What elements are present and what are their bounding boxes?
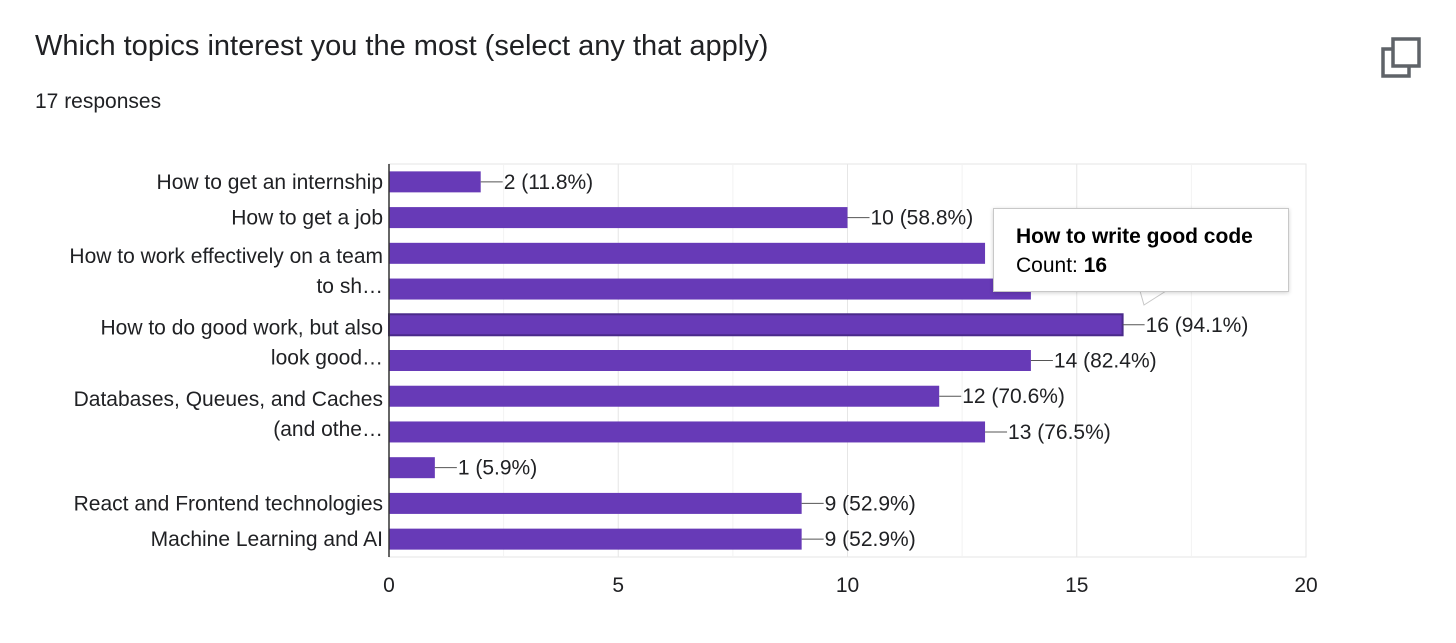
x-tick-label: 10 xyxy=(836,574,859,597)
bar xyxy=(389,171,481,193)
bar xyxy=(389,492,802,514)
x-tick-label: 5 xyxy=(612,574,624,597)
category-label: (and othe… xyxy=(273,418,383,441)
category-label: look good… xyxy=(271,347,383,370)
category-label: Machine Learning and AI xyxy=(151,528,383,551)
x-tick-label: 15 xyxy=(1065,574,1088,597)
category-label: to sh… xyxy=(316,275,383,298)
data-label: 9 (52.9%) xyxy=(825,492,916,515)
copy-icon[interactable] xyxy=(1380,36,1424,80)
data-label: 13 (76.5%) xyxy=(1008,421,1111,444)
bar xyxy=(389,207,848,229)
bar xyxy=(389,385,940,407)
tooltip-count-value: 16 xyxy=(1083,254,1108,277)
data-label: 9 (52.9%) xyxy=(825,528,916,551)
bar xyxy=(389,278,1031,300)
data-label: 1 (5.9%) xyxy=(458,457,537,480)
category-label: How to do good work, but also xyxy=(101,317,384,340)
bar xyxy=(389,457,435,479)
tooltip-count-label: Count: xyxy=(1016,254,1084,277)
data-label: 16 (94.1%) xyxy=(1146,314,1249,337)
data-label: 10 (58.8%) xyxy=(871,207,974,230)
data-label: 12 (70.6%) xyxy=(962,385,1065,408)
x-tick-label: 20 xyxy=(1294,574,1317,597)
tooltip-count: Count: 16 xyxy=(1016,251,1266,281)
bar xyxy=(389,350,1031,371)
data-label: 2 (11.8%) xyxy=(504,171,594,194)
category-label: Databases, Queues, and Caches xyxy=(74,388,383,411)
x-tick-label: 0 xyxy=(383,574,395,597)
bar xyxy=(389,242,986,264)
category-label: How to work effectively on a team xyxy=(69,245,383,268)
category-label: How to get an internship xyxy=(157,171,383,194)
bar xyxy=(389,528,802,550)
category-label: React and Frontend technologies xyxy=(74,492,383,515)
bar xyxy=(388,313,1124,337)
tooltip: How to write good code Count: 16 xyxy=(993,208,1289,292)
tooltip-pointer xyxy=(1139,290,1168,306)
response-count: 17 responses xyxy=(35,90,162,113)
bar xyxy=(389,421,986,443)
tooltip-title: How to write good code xyxy=(1016,225,1253,248)
chart-title: Which topics interest you the most (sele… xyxy=(35,30,769,62)
category-label: How to get a job xyxy=(231,207,383,230)
data-label: 14 (82.4%) xyxy=(1054,350,1157,373)
